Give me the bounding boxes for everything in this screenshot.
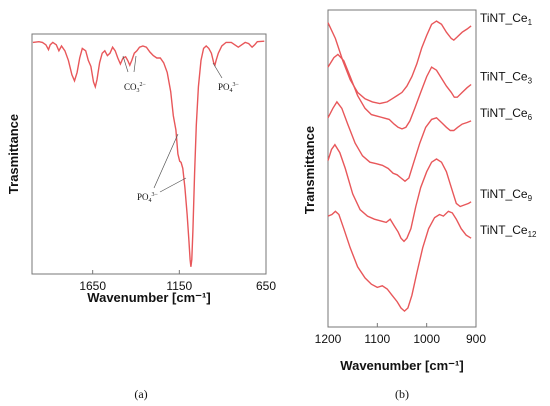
chart-b-series <box>327 20 472 313</box>
panel-label-a: (a) <box>134 387 147 401</box>
chart-b-x-ticks: 1200 1100 1000 900 <box>315 323 486 346</box>
chart-b-y-axis-title: Transmittance <box>302 126 317 214</box>
annotation-co3-label: CO32− <box>124 82 147 94</box>
annotation-po4-right-label: PO43− <box>218 82 240 94</box>
chart-b-x-tick-label: 1000 <box>413 332 440 346</box>
chart-b-plot-area <box>327 9 477 328</box>
chart-b-series-line-1 <box>327 20 472 105</box>
chart-a-x-tick-label: 1150 <box>166 279 192 293</box>
legend-label-ce3: TiNT_Ce3 <box>480 69 533 85</box>
chart-a-x-ticks: 1650 1150 650 <box>79 270 276 293</box>
chart-b-x-tick-label: 1100 <box>364 332 390 346</box>
chart-a-y-axis-title: Trasmittance <box>6 114 21 194</box>
chart-a-x-tick-label: 650 <box>256 279 276 293</box>
chart-b-series-line-12 <box>327 210 472 313</box>
chart-a-x-axis-title: Wavenumber [cm⁻¹] <box>87 290 210 305</box>
legend-label-ce1: TiNT_Ce1 <box>480 11 533 27</box>
annotation-po4-right: PO43− <box>212 62 240 94</box>
legend-label-ce6: TiNT_Ce6 <box>480 106 533 122</box>
chart-b-legend: TiNT_Ce1 TiNT_Ce3 TiNT_Ce6 TiNT_Ce9 TiNT_Ce1… <box>480 11 537 239</box>
chart-b-x-axis-title: Wavenumber [cm⁻¹] <box>340 358 463 373</box>
chart-a-plot-area <box>31 33 267 275</box>
annotation-co3: CO32− <box>122 55 147 94</box>
legend-label-ce9: TiNT_Ce9 <box>480 187 533 203</box>
chart-b-series-line-6 <box>327 100 472 183</box>
chart-b-series-line-9 <box>327 143 472 243</box>
chart-b-x-tick-label: 900 <box>466 332 486 346</box>
chart-b-series-line-3 <box>327 53 472 130</box>
chart-a: 1650 1150 650 Trasmittance Wavenumber [cm⁻… <box>6 33 276 401</box>
chart-b-x-tick-label: 1200 <box>315 332 342 346</box>
panel-label-b: (b) <box>395 387 409 401</box>
annotation-po4-left: PO43− <box>137 133 187 204</box>
chart-a-series-line <box>32 40 265 267</box>
chart-a-series <box>32 40 265 267</box>
legend-label-ce12: TiNT_Ce12 <box>480 223 537 239</box>
annotation-po4-left-label: PO43− <box>137 192 159 204</box>
chart-b: 1200 1100 1000 900 TiNT_Ce1 TiNT_Ce3 TiNT_Ce6… <box>302 9 537 401</box>
chart-a-x-tick-label: 1650 <box>79 279 106 293</box>
